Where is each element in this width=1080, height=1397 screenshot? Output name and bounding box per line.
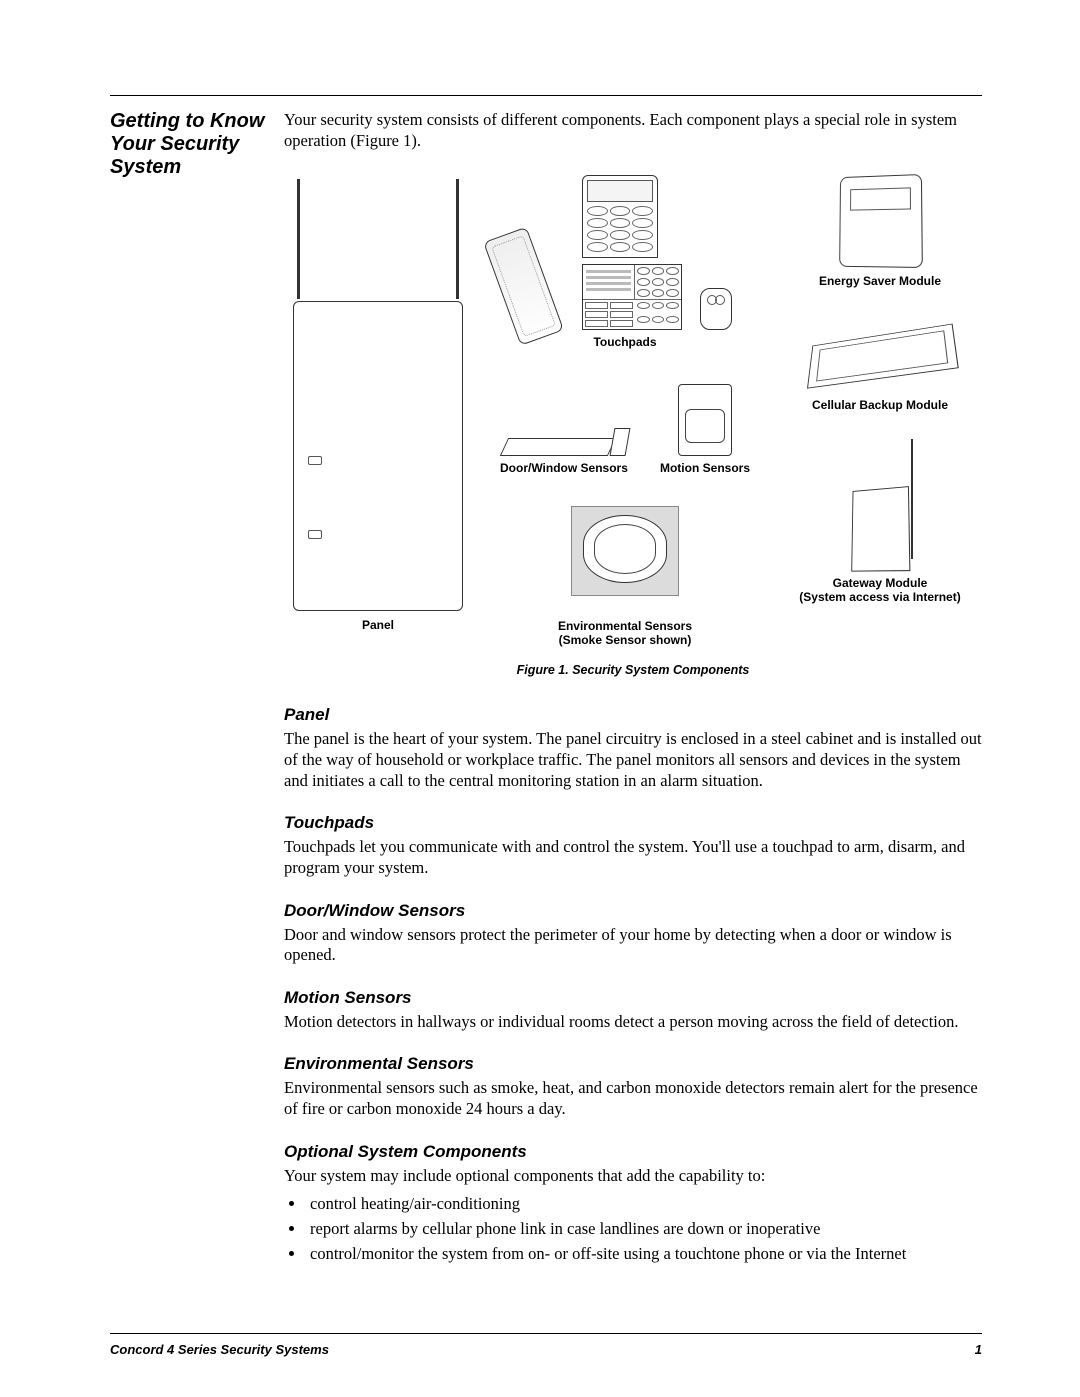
motion-sensor: [678, 384, 732, 456]
cellular-backup-module: [807, 324, 959, 389]
door-window-sensor: [504, 400, 624, 456]
section-doorwindow: Door/Window Sensors Door and window sens…: [284, 901, 982, 966]
footer-page-number: 1: [975, 1342, 982, 1357]
environmental-sensor: [571, 506, 679, 596]
energy-label: Energy Saver Module: [819, 275, 941, 289]
environmental-label: Environmental Sensors (Smoke Sensor show…: [558, 620, 692, 648]
section-motion-title: Motion Sensors: [284, 988, 982, 1008]
optional-bullet: report alarms by cellular phone link in …: [306, 1217, 982, 1242]
figure-caption: Figure 1. Security System Components: [284, 663, 982, 677]
touchpad-compact: [582, 264, 682, 330]
section-panel-body: The panel is the heart of your system. T…: [284, 729, 982, 791]
section-touchpads: Touchpads Touchpads let you communicate …: [284, 813, 982, 878]
section-optional-body: Your system may include optional compone…: [284, 1166, 982, 1187]
panel-label: Panel: [362, 619, 394, 633]
section-heading: Getting to Know Your Security System: [110, 110, 274, 179]
section-panel: Panel The panel is the heart of your sys…: [284, 705, 982, 791]
section-environmental: Environmental Sensors Environmental sens…: [284, 1054, 982, 1119]
optional-bullet: control heating/air-conditioning: [306, 1192, 982, 1217]
touchpad-remote: [483, 227, 564, 346]
section-motion: Motion Sensors Motion detectors in hallw…: [284, 988, 982, 1033]
footer-left: Concord 4 Series Security Systems: [110, 1342, 329, 1357]
section-touchpads-title: Touchpads: [284, 813, 982, 833]
cellular-label: Cellular Backup Module: [812, 399, 948, 413]
section-optional: Optional System Components Your system m…: [284, 1142, 982, 1267]
panel-illustration: [293, 295, 463, 611]
energy-saver-module: [839, 174, 923, 268]
touchpad-keyfob: [700, 288, 732, 330]
optional-bullet: control/monitor the system from on- or o…: [306, 1242, 982, 1267]
intro-text: Your security system consists of differe…: [284, 110, 982, 151]
top-rule: [110, 95, 982, 96]
gateway-label: Gateway Module (System access via Intern…: [799, 577, 960, 605]
section-motion-body: Motion detectors in hallways or individu…: [284, 1012, 982, 1033]
section-doorwindow-body: Door and window sensors protect the peri…: [284, 925, 982, 966]
section-optional-title: Optional System Components: [284, 1142, 982, 1162]
gateway-module: [841, 439, 919, 571]
door-window-label: Door/Window Sensors: [500, 462, 628, 476]
section-panel-title: Panel: [284, 705, 982, 725]
section-environmental-body: Environmental sensors such as smoke, hea…: [284, 1078, 982, 1119]
footer-rule: [110, 1333, 982, 1334]
section-touchpads-body: Touchpads let you communicate with and c…: [284, 837, 982, 878]
touchpad-wall: [582, 175, 658, 258]
figure-1: Panel: [284, 175, 982, 677]
section-doorwindow-title: Door/Window Sensors: [284, 901, 982, 921]
motion-label: Motion Sensors: [660, 462, 750, 476]
section-environmental-title: Environmental Sensors: [284, 1054, 982, 1074]
